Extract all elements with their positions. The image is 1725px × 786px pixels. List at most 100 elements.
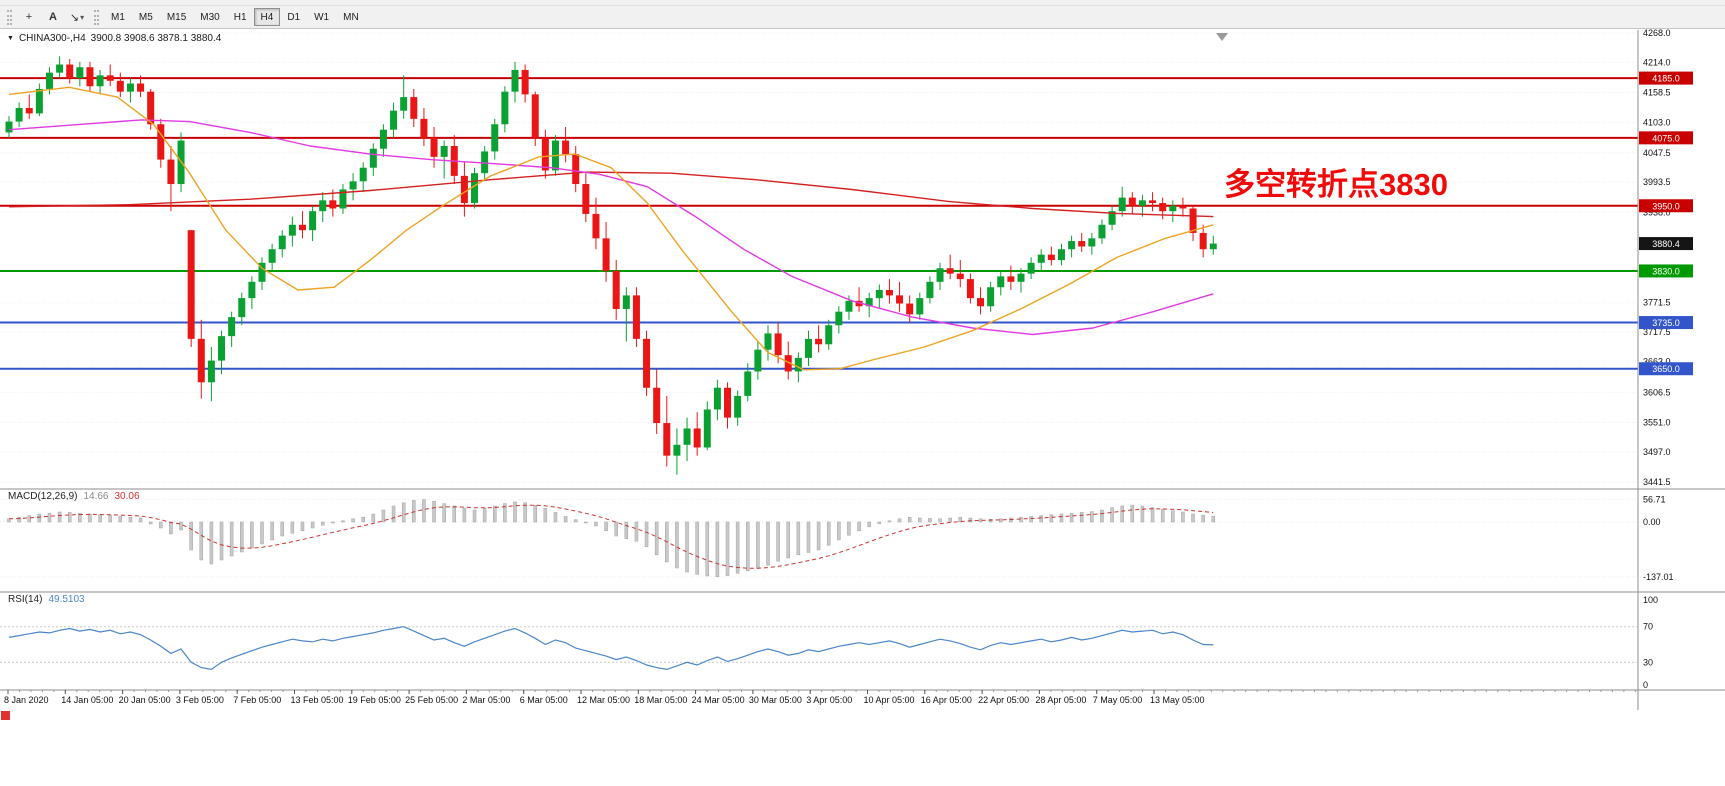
candle-body bbox=[1128, 197, 1136, 206]
annotation-text[interactable]: 多空转折点3830 bbox=[1224, 167, 1448, 202]
macd-bar bbox=[705, 521, 710, 577]
candle-body bbox=[774, 333, 782, 356]
candle-body bbox=[1159, 203, 1167, 212]
axis-label: 3650.0 bbox=[1652, 364, 1680, 374]
price-axis[interactable]: 4268.0 4214.0 4158.5 4103.0 4047.5 3993.5 3938… bbox=[1643, 28, 1671, 487]
candle-body bbox=[379, 129, 387, 149]
candle-body bbox=[521, 69, 529, 95]
candle-body bbox=[804, 338, 812, 358]
macd-bar bbox=[67, 512, 72, 523]
macd-bar bbox=[614, 521, 618, 537]
time-axis-label: 20 Jan 05:00 bbox=[119, 695, 171, 705]
candle-body bbox=[157, 124, 165, 160]
timeframe-button-m15[interactable]: M15 bbox=[160, 8, 193, 26]
rsi-value: 49.5103 bbox=[48, 594, 85, 605]
timeframe-button-h4[interactable]: H4 bbox=[253, 8, 281, 26]
chart-symbol-header: ▼ CHINA300-,H4 3900.8 3908.6 3878.1 3880… bbox=[7, 33, 221, 44]
text-tool-button[interactable]: A bbox=[41, 8, 65, 27]
rsi-pane[interactable]: 100 70 30 0 bbox=[0, 595, 1658, 690]
macd-bar bbox=[685, 521, 689, 573]
axis-label: 0.00 bbox=[1643, 517, 1661, 527]
candle-body bbox=[572, 154, 580, 185]
crosshair-tool-button[interactable]: + bbox=[17, 8, 41, 27]
time-axis-label: 24 Mar 05:00 bbox=[692, 695, 745, 705]
macd-bar bbox=[533, 504, 537, 523]
price-badge-3880.4 bbox=[1639, 237, 1693, 251]
moving-averages bbox=[8, 86, 1214, 371]
macd-bar bbox=[199, 521, 204, 561]
candle-body bbox=[187, 230, 195, 339]
macd-bar bbox=[563, 516, 568, 523]
macd-bar bbox=[7, 518, 11, 523]
arrow-tool-button[interactable]: ↘ ▾ bbox=[65, 8, 89, 27]
candle-body bbox=[653, 387, 661, 424]
timeframe-button-w1[interactable]: W1 bbox=[307, 8, 336, 26]
timeframe-button-mn[interactable]: MN bbox=[336, 8, 366, 26]
chart-begin-marker bbox=[1, 711, 10, 720]
macd-bar bbox=[1029, 516, 1033, 523]
candle-body bbox=[885, 289, 893, 296]
chart-collapse-icon[interactable]: ▼ bbox=[7, 35, 14, 42]
candle-body bbox=[167, 159, 175, 185]
candle-body bbox=[997, 276, 1005, 288]
timeframe-button-m30[interactable]: M30 bbox=[193, 8, 226, 26]
macd-bar bbox=[573, 519, 578, 523]
candle-body bbox=[147, 91, 155, 125]
price-badge-3950.0 bbox=[1639, 199, 1693, 213]
time-axis[interactable]: 8 Jan 2020 14 Jan 05:00 20 Jan 05:00 3 Feb … bbox=[4, 690, 1636, 705]
timeframe-button-m1[interactable]: M1 bbox=[104, 8, 132, 26]
macd-bar bbox=[928, 518, 932, 523]
axis-label: -137.01 bbox=[1643, 572, 1674, 582]
macd-bar bbox=[503, 503, 507, 523]
macd-pane[interactable]: 56.71 0.00 -137.01 bbox=[0, 494, 1674, 582]
candle-body bbox=[1037, 254, 1045, 263]
candle-body bbox=[531, 94, 539, 138]
horizontal-lines bbox=[0, 77, 1638, 370]
time-axis-label: 25 Feb 05:00 bbox=[405, 695, 458, 705]
arrow-tool-icon: ↘ bbox=[69, 11, 80, 24]
candle-body bbox=[865, 298, 873, 307]
macd-bar bbox=[796, 521, 801, 556]
candle-body bbox=[197, 338, 205, 383]
price-grid bbox=[0, 32, 1638, 483]
axis-label: 3993.5 bbox=[1643, 177, 1671, 187]
candles bbox=[5, 56, 1217, 475]
macd-bar bbox=[1100, 509, 1104, 523]
axis-label: 3950.0 bbox=[1652, 201, 1680, 211]
macd-bar bbox=[179, 521, 183, 531]
axis-label: 3663.0 bbox=[1643, 357, 1671, 367]
macd-indicator-label: MACD(12,26,9) 14.66 30.06 bbox=[8, 491, 140, 502]
candle-body bbox=[298, 224, 306, 231]
toolbar-grip[interactable] bbox=[94, 9, 99, 25]
time-axis-label: 10 Apr 05:00 bbox=[864, 695, 915, 705]
timeframe-button-d1[interactable]: D1 bbox=[280, 8, 307, 26]
candle-body bbox=[56, 64, 64, 73]
candle-body bbox=[25, 107, 33, 114]
candle-body bbox=[1209, 243, 1217, 250]
toolbar-grip[interactable] bbox=[7, 9, 12, 25]
candle-body bbox=[430, 137, 438, 157]
candle-body bbox=[126, 83, 134, 92]
macd-bar bbox=[17, 516, 21, 523]
macd-bar bbox=[1059, 513, 1064, 523]
macd-bar bbox=[1049, 514, 1054, 523]
macd-bar bbox=[675, 521, 679, 569]
axis-label: 3717.5 bbox=[1643, 327, 1671, 337]
candle-body bbox=[207, 360, 215, 383]
candle-body bbox=[319, 200, 327, 212]
shift-triangle-icon bbox=[1216, 33, 1228, 41]
axis-label: 3606.5 bbox=[1643, 387, 1671, 397]
time-axis-label: 28 Apr 05:00 bbox=[1035, 695, 1086, 705]
timeframe-button-h1[interactable]: H1 bbox=[227, 8, 254, 26]
macd-bar bbox=[867, 521, 871, 528]
macd-bar bbox=[806, 521, 811, 553]
timeframe-button-m5[interactable]: M5 bbox=[132, 8, 160, 26]
macd-bar bbox=[88, 513, 92, 523]
time-axis-label: 3 Feb 05:00 bbox=[176, 695, 224, 705]
candle-body bbox=[1189, 208, 1197, 233]
macd-bar bbox=[816, 521, 821, 551]
rsi-name: RSI(14) bbox=[8, 594, 43, 605]
macd-bar bbox=[553, 512, 558, 523]
